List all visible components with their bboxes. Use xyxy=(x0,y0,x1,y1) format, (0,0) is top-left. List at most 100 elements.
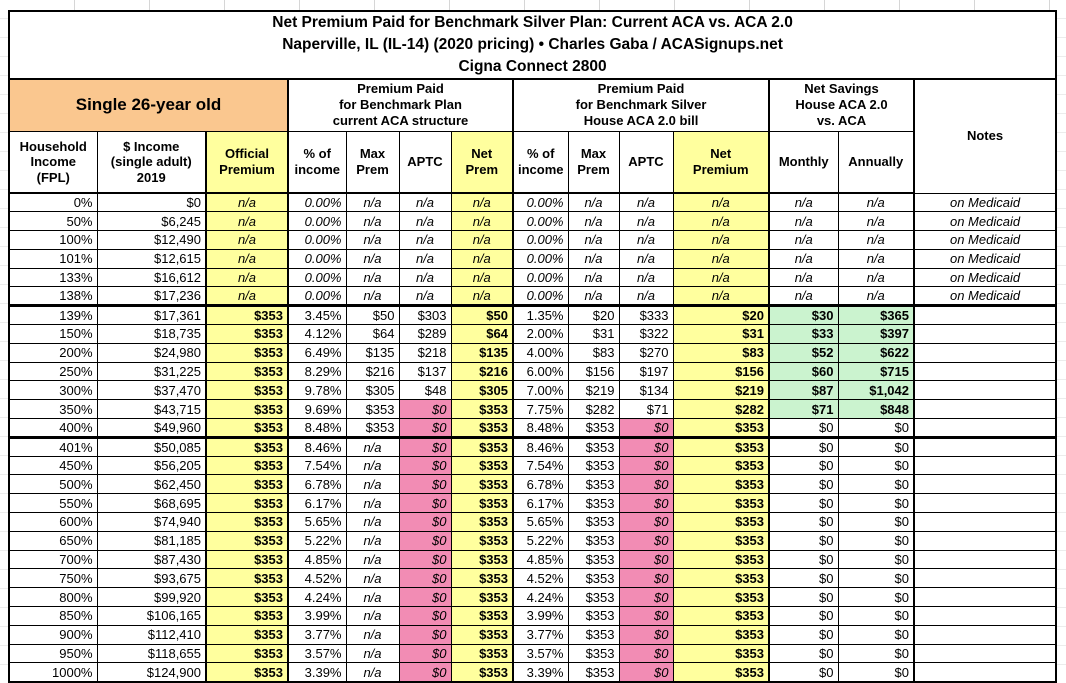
cell-aca-net-prem: $353 xyxy=(450,606,514,626)
cell-official-premium: $353 xyxy=(205,455,289,476)
cell-official-premium: $353 xyxy=(205,418,289,439)
cell-aca2-aptc: $0 xyxy=(618,587,674,608)
cell-aca-max-prem: $353 xyxy=(345,418,400,439)
table-row: 400% $49,960 $353 8.48% $353 $0 $353 8.48% $353 $… xyxy=(8,418,1057,439)
cell-aca-max-prem: n/a xyxy=(345,211,400,232)
cell-income: $24,980 xyxy=(96,342,207,363)
cell-aca-net-prem: $353 xyxy=(450,455,514,476)
cell-official-premium: $353 xyxy=(205,662,289,683)
cell-official-premium: $353 xyxy=(205,568,289,589)
cell-aca2-max-prem: $353 xyxy=(567,549,620,570)
cell-aca-max-prem: n/a xyxy=(345,455,400,476)
col-header-official-premium: Official Premium xyxy=(205,130,289,194)
cell-aca2-aptc: $197 xyxy=(618,361,674,382)
cell-aca-pct-income: 9.78% xyxy=(287,380,347,401)
cell-fpl: 300% xyxy=(8,380,98,401)
cell-savings-monthly: $0 xyxy=(768,643,839,664)
cell-aca-net-prem: $353 xyxy=(450,549,514,570)
cell-aca-net-prem: n/a xyxy=(450,248,514,269)
cell-notes xyxy=(913,493,1057,514)
cell-aca2-aptc: n/a xyxy=(618,248,674,269)
cell-official-premium: n/a xyxy=(205,267,289,288)
cell-fpl: 250% xyxy=(8,361,98,382)
cell-aca2-pct-income: 1.35% xyxy=(512,305,569,326)
cell-aca-aptc: $0 xyxy=(398,493,452,514)
cell-aca-aptc: $0 xyxy=(398,455,452,476)
col-header-savings-monthly: Monthly xyxy=(768,130,839,194)
col-header-aca-max-prem: Max Prem xyxy=(345,130,400,194)
col-header-income: $ Income (single adult) 2019 xyxy=(96,130,207,194)
title-line-1: Net Premium Paid for Benchmark Silver Pl… xyxy=(272,14,793,31)
cell-aca2-pct-income: 2.00% xyxy=(512,324,569,344)
cell-savings-monthly: $30 xyxy=(768,305,839,326)
title-line-2: Naperville, IL (IL-14) (2020 pricing) • … xyxy=(282,36,783,53)
cell-official-premium: $353 xyxy=(205,380,289,401)
cell-income: $12,490 xyxy=(96,230,207,250)
cell-official-premium: $353 xyxy=(205,606,289,626)
cell-aca2-max-prem: $353 xyxy=(567,662,620,683)
cell-savings-monthly: $33 xyxy=(768,324,839,344)
cell-aca2-aptc: $322 xyxy=(618,324,674,344)
cell-fpl: 350% xyxy=(8,399,98,420)
cell-savings-annually: $0 xyxy=(837,549,915,570)
cell-aca-pct-income: 9.69% xyxy=(287,399,347,420)
table-row: 250% $31,225 $353 8.29% $216 $137 $216 6.00% $15… xyxy=(8,361,1057,382)
table-row: 200% $24,980 $353 6.49% $135 $218 $135 4.00% $83… xyxy=(8,342,1057,363)
cell-aca2-pct-income: 7.54% xyxy=(512,455,569,476)
title-row: Net Premium Paid for Benchmark Silver Pl… xyxy=(8,10,1057,80)
cell-official-premium: $353 xyxy=(205,436,289,457)
cell-aca-pct-income: 3.77% xyxy=(287,624,347,645)
cell-notes xyxy=(913,474,1057,495)
cell-savings-monthly: $0 xyxy=(768,587,839,608)
cell-aca-net-prem: $353 xyxy=(450,624,514,645)
cell-aca2-max-prem: $31 xyxy=(567,324,620,344)
cell-savings-monthly: $60 xyxy=(768,361,839,382)
cell-fpl: 950% xyxy=(8,643,98,664)
cell-aca-aptc: $0 xyxy=(398,530,452,551)
cell-aca2-max-prem: $219 xyxy=(567,380,620,401)
cell-income: $12,615 xyxy=(96,248,207,269)
subject-header: Single 26-year old xyxy=(8,78,289,132)
cell-savings-annually: $0 xyxy=(837,643,915,664)
cell-savings-annually: $0 xyxy=(837,493,915,514)
cell-savings-monthly: $52 xyxy=(768,342,839,363)
cell-aca2-max-prem: $353 xyxy=(567,624,620,645)
cell-savings-annually: $0 xyxy=(837,624,915,645)
cell-income: $0 xyxy=(96,192,207,213)
cell-official-premium: $353 xyxy=(205,493,289,514)
cell-savings-monthly: $0 xyxy=(768,493,839,514)
cell-aca-aptc: $0 xyxy=(398,436,452,457)
cell-savings-annually: $0 xyxy=(837,512,915,532)
col-header-aca-net-prem: Net Prem xyxy=(450,130,514,194)
column-header-row: Household Income (FPL) $ Income (single … xyxy=(8,130,1056,194)
cell-aca-net-prem: $216 xyxy=(450,361,514,382)
cell-aca-pct-income: 5.65% xyxy=(287,512,347,532)
table-row: 401% $50,085 $353 8.46% n/a $0 $353 8.46% $353 $0… xyxy=(8,436,1057,457)
cell-aca-max-prem: n/a xyxy=(345,248,400,269)
cell-fpl: 150% xyxy=(8,324,98,344)
cell-aca-pct-income: 6.49% xyxy=(287,342,347,363)
cell-aca2-aptc: $0 xyxy=(618,643,674,664)
cell-fpl: 750% xyxy=(8,568,98,589)
cell-aca2-net-premium: $353 xyxy=(672,455,770,476)
cell-aca-aptc: n/a xyxy=(398,230,452,250)
cell-aca-net-prem: $305 xyxy=(450,380,514,401)
cell-aca2-pct-income: 6.00% xyxy=(512,361,569,382)
cell-savings-annually: n/a xyxy=(837,248,915,269)
cell-aca2-net-premium: n/a xyxy=(672,267,770,288)
cell-income: $74,940 xyxy=(96,512,207,532)
cell-income: $16,612 xyxy=(96,267,207,288)
cell-savings-monthly: $0 xyxy=(768,549,839,570)
cell-official-premium: n/a xyxy=(205,248,289,269)
cell-savings-annually: n/a xyxy=(837,267,915,288)
cell-aca2-max-prem: $353 xyxy=(567,587,620,608)
cell-aca2-pct-income: 6.17% xyxy=(512,493,569,514)
cell-aca2-max-prem: $282 xyxy=(567,399,620,420)
cell-aca2-aptc: $0 xyxy=(618,530,674,551)
cell-aca-max-prem: n/a xyxy=(345,624,400,645)
cell-aca-max-prem: n/a xyxy=(345,230,400,250)
cell-aca2-net-premium: n/a xyxy=(672,211,770,232)
table-row: 50% $6,245 n/a 0.00% n/a n/a n/a 0.00% n/a n/a n/a… xyxy=(8,211,1057,232)
cell-aca-pct-income: 6.17% xyxy=(287,493,347,514)
cell-aca-max-prem: n/a xyxy=(345,662,400,683)
